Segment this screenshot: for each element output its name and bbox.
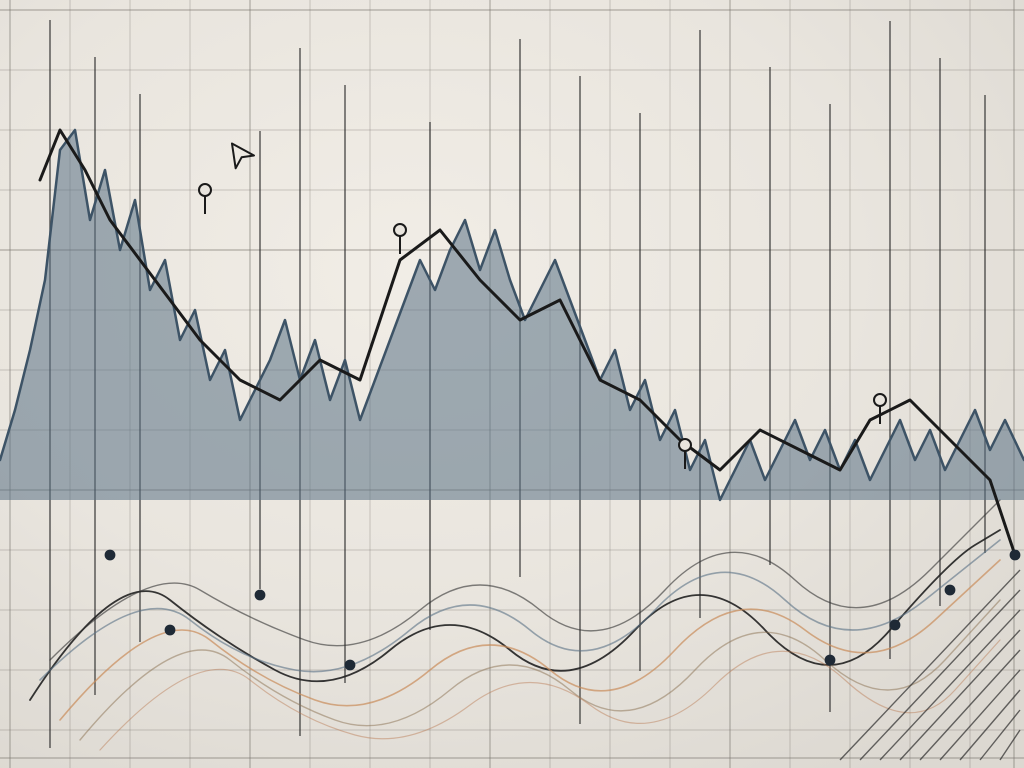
- marker-solid-circle: [825, 655, 836, 666]
- marker-solid-circle: [255, 590, 266, 601]
- sketch-chart: [0, 0, 1024, 768]
- marker-solid-circle: [165, 625, 176, 636]
- marker-solid-circle: [945, 585, 956, 596]
- marker-open-circle: [199, 184, 211, 196]
- marker-solid-circle: [890, 620, 901, 631]
- marker-solid-circle: [1010, 550, 1021, 561]
- marker-solid-circle: [345, 660, 356, 671]
- marker-open-circle: [679, 439, 691, 451]
- marker-open-circle: [874, 394, 886, 406]
- marker-open-circle: [394, 224, 406, 236]
- marker-solid-circle: [105, 550, 116, 561]
